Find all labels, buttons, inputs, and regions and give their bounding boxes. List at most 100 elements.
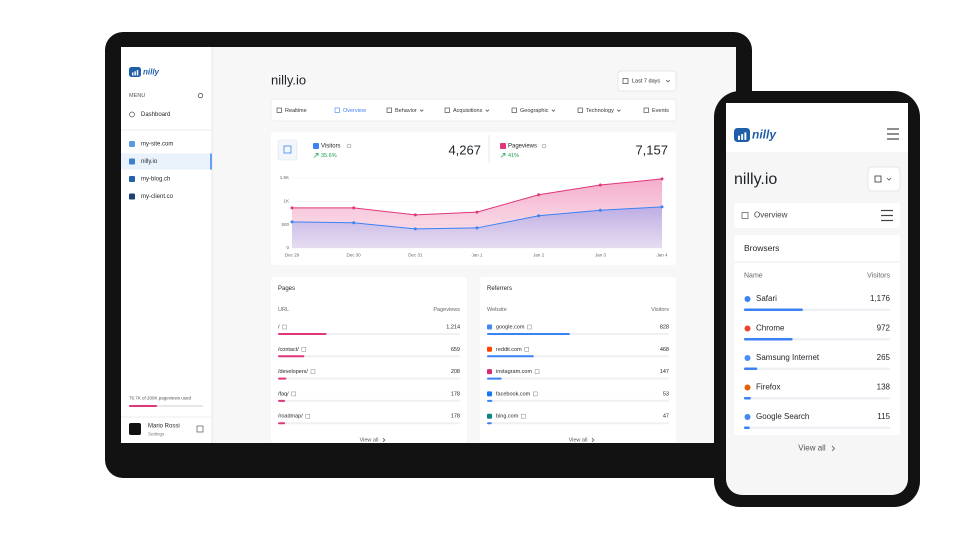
info-icon bbox=[541, 143, 547, 149]
bar bbox=[278, 377, 287, 380]
tab-icon bbox=[577, 107, 583, 113]
bar bbox=[744, 426, 750, 429]
chevron bbox=[419, 109, 424, 112]
column-header: Pageviews bbox=[433, 307, 460, 313]
browser-icon bbox=[744, 384, 751, 391]
tab[interactable]: Behavior bbox=[395, 108, 417, 114]
user-name: Mario Rossi bbox=[148, 424, 180, 430]
point bbox=[660, 177, 664, 181]
tab[interactable]: Overview bbox=[343, 108, 366, 114]
kpi-value: 7,157 bbox=[635, 142, 668, 157]
nav-item[interactable]: Dashboard bbox=[141, 112, 170, 118]
tab[interactable]: Technology bbox=[586, 108, 614, 114]
site-link[interactable]: my-client.co bbox=[141, 194, 174, 200]
bar-track bbox=[278, 422, 460, 425]
view-all[interactable]: View all bbox=[360, 437, 379, 443]
x-tick-label: Jan 1 bbox=[471, 253, 483, 258]
tab-icon bbox=[511, 107, 517, 113]
row-label[interactable]: Google Search bbox=[756, 412, 809, 421]
date-range[interactable]: Last 7 days bbox=[632, 78, 660, 84]
row-label[interactable]: bing.com bbox=[496, 414, 519, 420]
site-icon bbox=[129, 176, 135, 182]
chart-icon bbox=[283, 145, 292, 154]
brand: nilly bbox=[143, 68, 160, 77]
kpi-change: 35.6% bbox=[321, 153, 337, 159]
row-label[interactable]: /developers/ bbox=[278, 369, 308, 375]
site-link[interactable]: my-blog.ch bbox=[141, 177, 170, 183]
site-icon bbox=[129, 158, 135, 165]
section-select bbox=[734, 203, 900, 228]
info-icon bbox=[346, 143, 352, 149]
row-label[interactable]: google.com bbox=[496, 324, 525, 330]
bar-track bbox=[487, 399, 669, 402]
site-favicon bbox=[487, 346, 492, 352]
phone-header bbox=[726, 103, 908, 152]
row-label[interactable]: / bbox=[278, 324, 280, 330]
tab-icon bbox=[334, 107, 340, 113]
row-label[interactable]: instagram.com bbox=[496, 369, 532, 375]
tab[interactable]: Acquisitions bbox=[453, 108, 483, 114]
chevron bbox=[886, 177, 892, 181]
tab[interactable]: Geographic bbox=[520, 108, 549, 114]
logo-bar bbox=[136, 70, 139, 76]
logo-bar bbox=[738, 135, 740, 140]
row-value: 468 bbox=[660, 347, 669, 353]
row-value: 178 bbox=[451, 414, 460, 420]
point bbox=[352, 221, 356, 225]
date-button bbox=[617, 70, 677, 92]
calendar-icon bbox=[874, 175, 882, 183]
row-label[interactable]: facebook.com bbox=[496, 391, 531, 397]
bar-track bbox=[744, 397, 890, 400]
y-tick-label: 1.5K bbox=[280, 175, 289, 180]
bar-track bbox=[278, 399, 460, 402]
bar-track bbox=[278, 355, 460, 358]
row-label[interactable]: Samsung Internet bbox=[756, 353, 820, 362]
legend-swatch bbox=[313, 143, 319, 149]
tab[interactable]: Events bbox=[652, 108, 669, 114]
chart-icon-box bbox=[277, 139, 298, 161]
x-tick-label: Dec 30 bbox=[347, 253, 362, 258]
external-link-icon bbox=[521, 413, 526, 419]
x-tick-label: Jan 3 bbox=[595, 253, 607, 258]
site-selected bbox=[121, 153, 212, 170]
site-icon bbox=[129, 141, 135, 147]
tab-icon bbox=[444, 107, 450, 113]
section-icon bbox=[741, 212, 749, 219]
bar bbox=[278, 422, 286, 425]
browser-icon bbox=[744, 414, 751, 420]
site-link[interactable]: nilly.io bbox=[141, 159, 158, 165]
trend-icon bbox=[313, 153, 319, 158]
point bbox=[413, 213, 417, 217]
external-link-icon bbox=[291, 391, 296, 397]
row-value: 53 bbox=[663, 391, 669, 397]
external-link-icon bbox=[282, 324, 287, 330]
row-label[interactable]: /contact/ bbox=[278, 347, 299, 353]
tab[interactable]: Realtime bbox=[285, 108, 307, 114]
y-tick-label: 500 bbox=[281, 222, 289, 227]
legend-label: Visitors bbox=[321, 144, 341, 150]
view-all[interactable]: View all bbox=[569, 437, 588, 443]
row-value: 828 bbox=[660, 324, 669, 330]
view-all[interactable]: View all bbox=[798, 444, 826, 453]
external-link-icon bbox=[533, 391, 538, 397]
y-tick-label: 1K bbox=[283, 199, 289, 204]
bar-track bbox=[487, 377, 669, 380]
row-label[interactable]: /roadmap/ bbox=[278, 414, 303, 420]
chevron bbox=[665, 79, 671, 83]
row-label[interactable]: /faq/ bbox=[278, 391, 289, 397]
x-tick-label: Jan 2 bbox=[533, 253, 545, 258]
user-role[interactable]: Settings bbox=[148, 432, 165, 437]
row-label[interactable]: Firefox bbox=[756, 383, 780, 392]
section-label[interactable]: Overview bbox=[754, 211, 788, 220]
row-label[interactable]: reddit.com bbox=[496, 347, 522, 353]
point bbox=[290, 220, 294, 224]
point bbox=[475, 210, 479, 214]
point bbox=[537, 214, 541, 218]
point bbox=[660, 205, 664, 209]
row-value: 47 bbox=[663, 414, 669, 420]
row-label[interactable]: Safari bbox=[756, 294, 777, 303]
row-value: 115 bbox=[877, 412, 890, 421]
bar bbox=[278, 399, 286, 402]
site-link[interactable]: my-site.com bbox=[141, 142, 173, 148]
row-label[interactable]: Chrome bbox=[756, 324, 785, 333]
